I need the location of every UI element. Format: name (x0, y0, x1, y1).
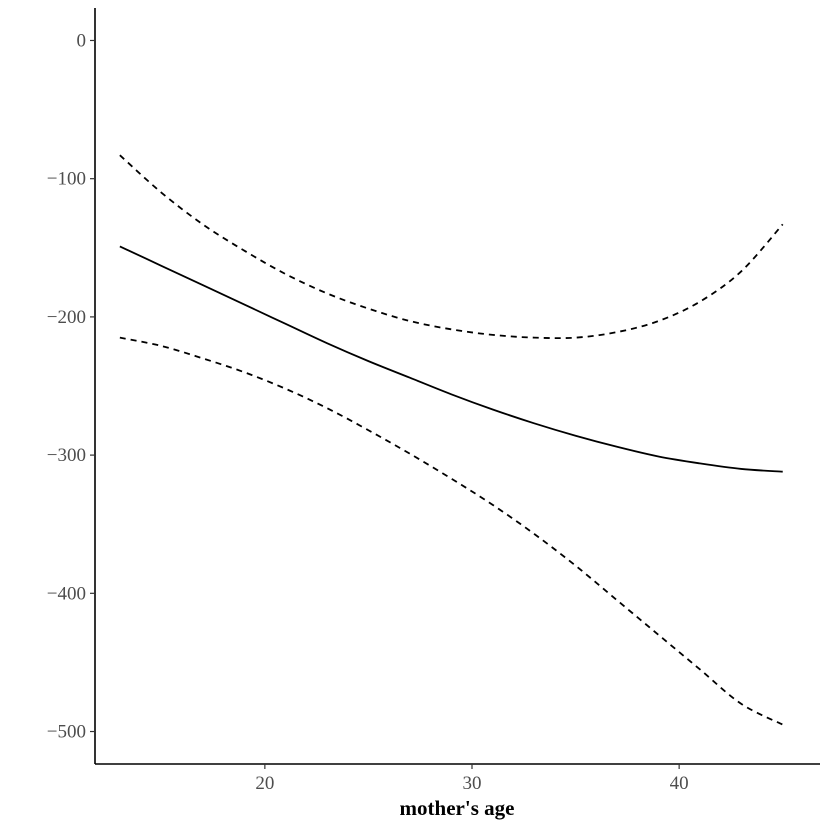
y-tick-label: −300 (47, 445, 86, 466)
x-tick-label: 20 (255, 773, 274, 794)
y-axis-ticks: 0 −100 −200 −300 −400 −500 (47, 30, 95, 743)
y-tick-label: −500 (47, 722, 86, 743)
y-tick-label: 0 (77, 30, 87, 51)
y-tick-label: −400 (47, 583, 86, 604)
x-tick-label: 30 (463, 773, 482, 794)
estimate-line (119, 245, 783, 473)
plot-area (119, 154, 784, 726)
x-axis-title: mother's age (400, 796, 515, 820)
x-tick-label: 40 (670, 773, 689, 794)
y-tick-label: −100 (47, 169, 86, 190)
y-tick-label: −200 (47, 307, 86, 328)
x-axis-ticks: 20 30 40 (255, 764, 689, 794)
